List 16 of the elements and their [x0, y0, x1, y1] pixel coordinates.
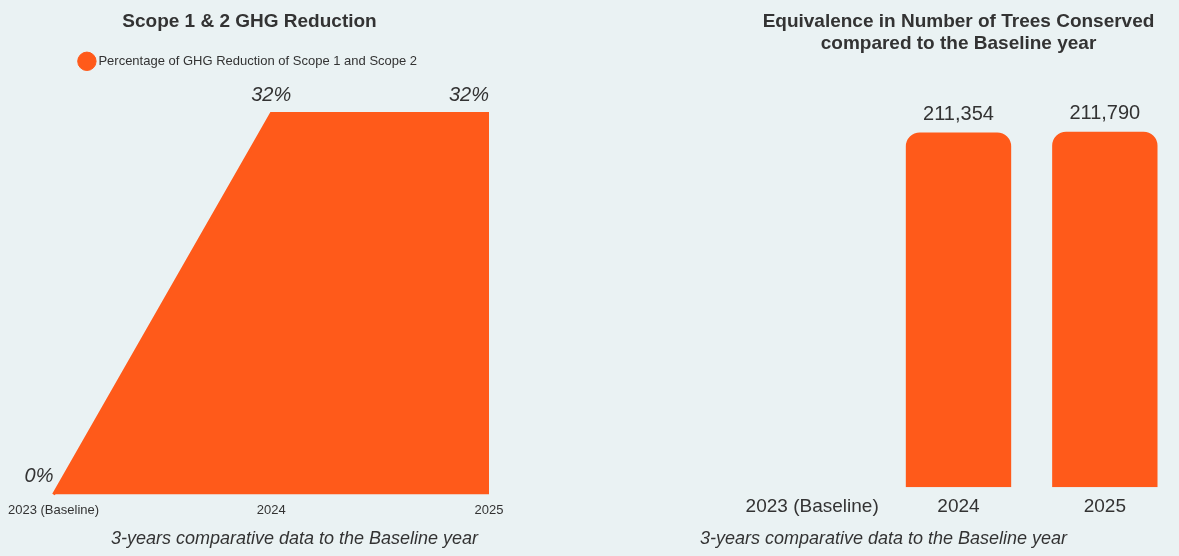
- x-tick-label: 2024: [937, 494, 981, 516]
- chart-title: Equivalence in Number of Trees Conserved compared to the Baseline year: [762, 9, 1155, 54]
- text: 3-years comparative data to the Baseline year: [109, 528, 480, 549]
- x-tick-label: 2023 (Baseline): [8, 501, 100, 517]
- legend-label: Percentage of GHG Reduction of Scope 1 and Scope 2: [98, 52, 418, 68]
- x-tick-label: 2025: [1083, 494, 1126, 516]
- data-label: 0%: [24, 463, 54, 486]
- data-label: 211,790: [1069, 101, 1141, 124]
- text: 3-years comparative data to the Baseline year: [698, 528, 1069, 549]
- x-tick-label: 2023 (Baseline): [745, 494, 879, 516]
- x-tick-label: 2024: [256, 501, 286, 517]
- data-label: 32%: [251, 83, 292, 106]
- chart-title: Scope 1 & 2 GHG Reduction: [122, 9, 377, 31]
- x-tick-label: 2025: [474, 501, 504, 517]
- data-label: 32%: [448, 83, 489, 106]
- data-label: 211,354: [923, 101, 994, 124]
